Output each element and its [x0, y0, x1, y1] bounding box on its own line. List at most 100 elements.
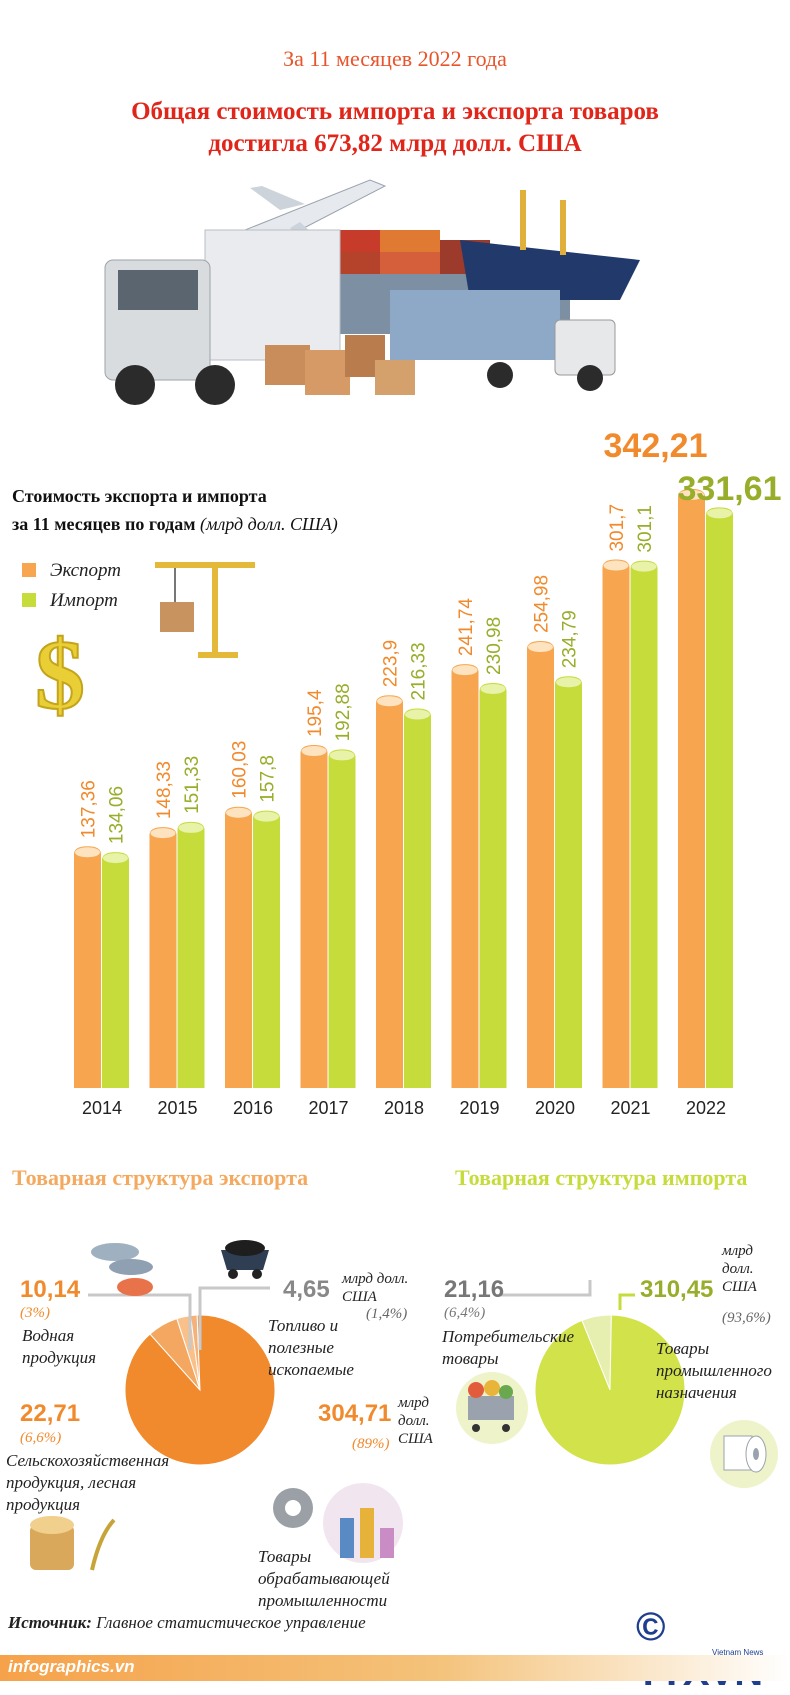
- bar-cap-export-2021: [603, 560, 629, 571]
- bar-cap-import-2022: [707, 508, 732, 519]
- x-tick-2022: 2022: [686, 1098, 726, 1118]
- bar-cap-export-2019: [452, 665, 478, 676]
- bar-cap-import-2018: [405, 709, 430, 720]
- bar-export-2015: [149, 827, 177, 1088]
- data-label-export-2016: 160,03: [230, 741, 251, 799]
- bar-cap-export-2017: [301, 746, 327, 757]
- site-link[interactable]: infographics.vn: [8, 1657, 135, 1676]
- legend-export-swatch: [22, 563, 36, 577]
- bar-cap-import-2017: [329, 750, 355, 761]
- data-label-export-2021: 301,7: [607, 504, 628, 552]
- legend-export: Экспорт: [22, 560, 121, 582]
- paper-roll-icon: [710, 1420, 778, 1488]
- export-pie: [88, 1286, 276, 1466]
- bar-import-2016: [253, 810, 280, 1088]
- export-agri-value: 22,71: [20, 1400, 81, 1427]
- pie-slice-1: [534, 1314, 686, 1466]
- wood-rice-icon: [30, 1516, 116, 1571]
- legend-export-label: Экспорт: [50, 560, 122, 581]
- export-fuel-label: Топливо и полезные ископаемые: [268, 1316, 354, 1379]
- data-label-export-2015: 148,33: [154, 761, 175, 819]
- export-leader-fuel: [198, 1286, 270, 1350]
- export-fuel-pct: (1,4%): [366, 1306, 408, 1322]
- export-water-value: 10,14: [20, 1276, 81, 1303]
- bar-export-2018: [376, 695, 403, 1088]
- export-mfg-label: Товары обрабатывающей промышленности: [258, 1547, 390, 1610]
- bar-export-2020: [527, 641, 554, 1088]
- x-tick-2017: 2017: [308, 1098, 348, 1118]
- bar-cap-export-2015: [150, 828, 176, 839]
- import-leader-industrial: [618, 1293, 635, 1310]
- data-label-export-2017: 195,4: [305, 689, 326, 737]
- bar-cap-export-2022: [679, 489, 704, 500]
- bar-cap-import-2014: [103, 853, 128, 864]
- export-structure-title: Товарная структура экспорта: [12, 1165, 309, 1190]
- export-water-label: Водная продукция: [22, 1326, 97, 1367]
- legend-import: Импорт: [22, 590, 118, 612]
- coal-cart-icon: [221, 1240, 269, 1279]
- bar-export-2021: [602, 559, 630, 1088]
- import-pie-slices: [534, 1314, 686, 1466]
- x-tick-2016: 2016: [233, 1098, 273, 1118]
- bar-import-2021: [630, 560, 658, 1088]
- truck-icon: [104, 229, 341, 405]
- trade-illustration: [104, 179, 640, 405]
- chart-title-line-1: Стоимость экспорта и импорта: [12, 486, 267, 506]
- data-label-import-2015: 151,33: [182, 756, 203, 814]
- bar-import-2019: [479, 682, 507, 1088]
- export-mfg-value: 304,71: [318, 1400, 392, 1427]
- svg-text:$: $: [35, 628, 85, 726]
- import-consumer-label: Потребительские товары: [442, 1327, 575, 1368]
- export-agri-pct: (6,6%): [20, 1430, 62, 1446]
- import-leader-consumer: [500, 1280, 592, 1297]
- x-tick-2014: 2014: [82, 1098, 122, 1118]
- source-label: Источник:: [8, 1613, 92, 1632]
- data-label-import-2016: 157,8: [258, 755, 279, 803]
- chart-unit: (млрд долл. США): [199, 514, 338, 534]
- data-label-import-2021: 301,1: [635, 505, 656, 553]
- bar-export-2017: [300, 745, 328, 1088]
- data-label-export-2018: 223,9: [381, 640, 402, 688]
- bar-cap-export-2018: [377, 696, 402, 707]
- import-industrial-value: 310,45: [640, 1276, 714, 1303]
- data-label-import-2018: 216,33: [409, 642, 430, 700]
- bar-import-2017: [328, 749, 356, 1088]
- import-consumer-value: 21,16: [444, 1276, 505, 1303]
- export-pie-slices: [124, 1314, 276, 1466]
- data-label-export-2014: 137,36: [79, 780, 100, 838]
- chart-title-line-2: за 11 месяцев по годам: [12, 514, 196, 534]
- legend-import-swatch: [22, 593, 36, 607]
- export-fuel-unit: млрд долл. США: [342, 1271, 409, 1305]
- export-fuel-value: 4,65: [283, 1276, 330, 1303]
- export-water-pct: (3%): [20, 1305, 50, 1321]
- bar-cap-export-2020: [528, 642, 553, 653]
- bar-chart: 137,36 134,06 2014 148,33 151,33 2015 160,03 15…: [74, 427, 782, 1118]
- crane-icon: [155, 562, 255, 658]
- bar-import-2015: [177, 821, 205, 1088]
- bar-cap-export-2016: [226, 807, 251, 818]
- bar-import-2022: [706, 507, 733, 1088]
- import-industrial-label: Товары промышленного назначения: [656, 1339, 772, 1402]
- source-text: Главное статистическое управление: [96, 1613, 366, 1632]
- import-structure-title: Товарная структура импорта: [455, 1165, 748, 1190]
- source-note: Источник: Главное статистическое управле…: [8, 1612, 366, 1634]
- title-line-1: Общая стоимость импорта и экспорта товар…: [131, 98, 659, 125]
- x-tick-2019: 2019: [459, 1098, 499, 1118]
- bar-cap-import-2016: [254, 811, 279, 822]
- data-label-export-2022: 342,21: [604, 427, 708, 465]
- x-tick-2020: 2020: [535, 1098, 575, 1118]
- ship-icon: [460, 190, 640, 300]
- boxes-icon: [265, 335, 415, 395]
- bar-import-2014: [102, 852, 129, 1088]
- legend-import-label: Импорт: [50, 590, 118, 611]
- import-consumer-pct: (6,4%): [444, 1305, 486, 1321]
- data-label-import-2017: 192,88: [333, 683, 354, 741]
- import-industrial-pct: (93,6%): [722, 1310, 771, 1326]
- import-pie: [500, 1280, 686, 1466]
- export-leader-water: [88, 1293, 192, 1350]
- import-industrial-unit: млрд долл. США: [722, 1243, 757, 1295]
- pie-slice-3: [149, 1318, 201, 1391]
- bar-export-2019: [451, 664, 479, 1088]
- factory-icon: [273, 1483, 403, 1563]
- footer-bar: [0, 1655, 790, 1681]
